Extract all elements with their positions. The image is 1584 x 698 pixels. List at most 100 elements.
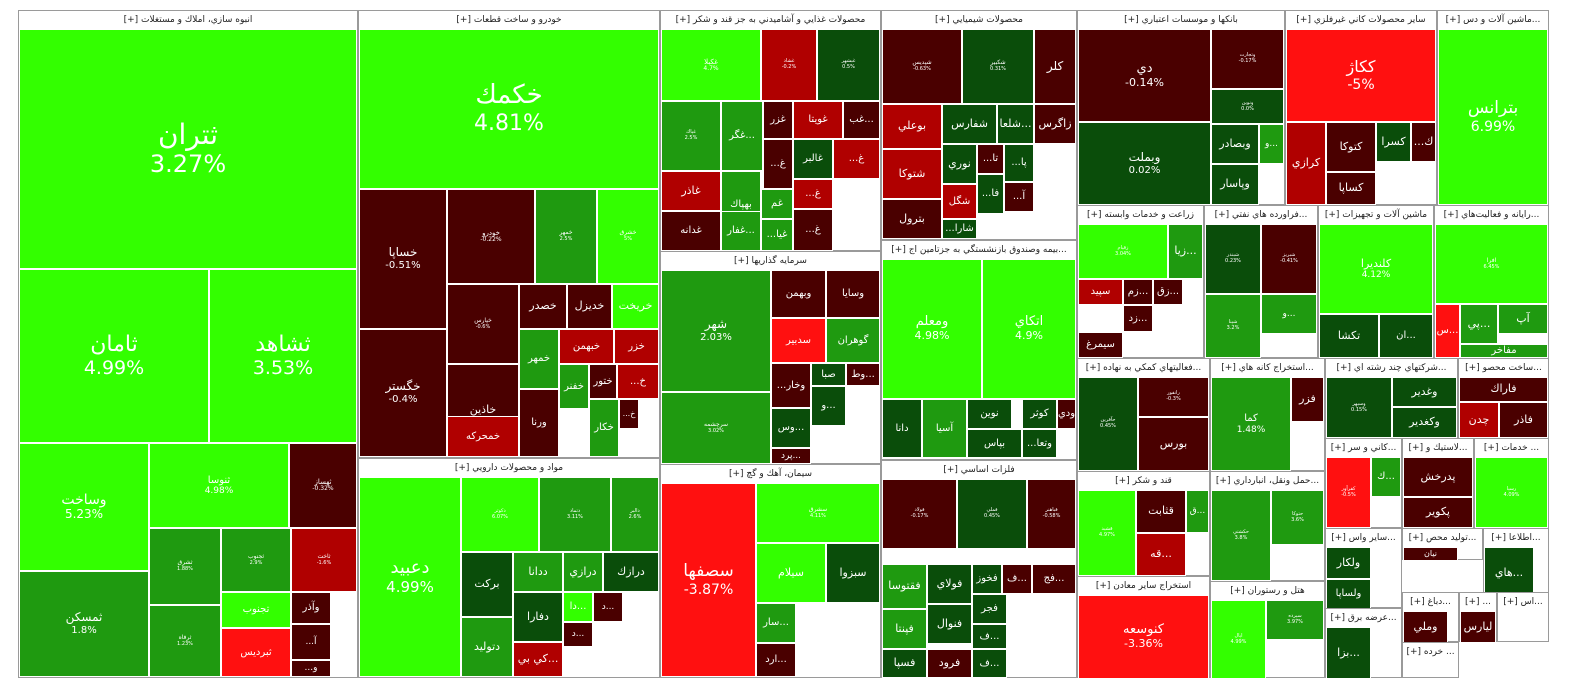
stock-tile[interactable]: غزر: [763, 101, 793, 139]
stock-tile[interactable]: ...وس: [771, 408, 811, 448]
stock-tile[interactable]: شپديس -0.63%: [882, 29, 962, 104]
stock-tile[interactable]: خپارس -0.6%: [447, 284, 519, 364]
stock-tile[interactable]: سدبير: [771, 318, 826, 363]
sector-header[interactable]: خودرو و ساخت قطعات [+]: [359, 11, 659, 29]
stock-tile[interactable]: دكوثر 6.07%: [461, 477, 539, 552]
stock-tile[interactable]: بترول: [882, 199, 942, 239]
stock-tile[interactable]: ...ك: [1371, 457, 1401, 497]
stock-tile[interactable]: غ...: [833, 139, 880, 179]
stock-tile[interactable]: خصدر: [519, 284, 567, 329]
stock-tile[interactable]: شهر 2.03%: [661, 270, 771, 392]
stock-tile[interactable]: ...هاي: [1484, 547, 1534, 599]
stock-tile[interactable]: وسايا: [826, 270, 880, 318]
stock-tile[interactable]: زقيام 3.04%: [1078, 224, 1168, 279]
stock-tile[interactable]: شپنا 3.2%: [1205, 294, 1261, 358]
stock-tile[interactable]: ددانا: [513, 552, 563, 592]
stock-tile[interactable]: ولساپا: [1326, 579, 1371, 609]
stock-tile[interactable]: سبزوا: [826, 543, 880, 603]
sector-header[interactable]: ...اس [+]: [1498, 593, 1548, 611]
stock-tile[interactable]: فجر: [972, 594, 1007, 624]
stock-tile[interactable]: خمهر 2.5%: [535, 189, 597, 284]
stock-tile[interactable]: فا...: [977, 174, 1004, 214]
stock-tile[interactable]: ثاخت -1.6%: [291, 528, 357, 592]
stock-tile[interactable]: ...ارد: [756, 643, 796, 677]
stock-tile[interactable]: ختور: [589, 364, 617, 399]
stock-tile[interactable]: دتوليد: [461, 617, 513, 677]
stock-tile[interactable]: دانا: [882, 399, 922, 458]
stock-tile[interactable]: وبملت 0.02%: [1078, 122, 1211, 205]
stock-tile[interactable]: خبهمن: [559, 329, 614, 364]
stock-tile[interactable]: نوري: [942, 144, 977, 184]
stock-tile[interactable]: مفاخر: [1460, 344, 1548, 358]
stock-tile[interactable]: ...زم: [1123, 279, 1153, 305]
stock-tile[interactable]: حكشتي 3.8%: [1211, 490, 1271, 581]
stock-tile[interactable]: شفارس: [942, 104, 997, 144]
stock-tile[interactable]: حتوكا 3.6%: [1271, 490, 1324, 545]
stock-tile[interactable]: غبشهر 0.5%: [817, 29, 880, 101]
sector-header[interactable]: ... [+]: [1460, 593, 1496, 611]
stock-tile[interactable]: ...ف: [1002, 564, 1032, 594]
stock-tile[interactable]: ...و: [1259, 124, 1284, 164]
stock-tile[interactable]: ...د: [563, 622, 593, 647]
stock-tile[interactable]: وتجارت -0.17%: [1211, 29, 1284, 89]
stock-tile[interactable]: ...وط: [846, 363, 880, 386]
stock-tile[interactable]: غيا...: [761, 219, 793, 251]
stock-tile[interactable]: سيلام: [756, 543, 826, 603]
stock-tile[interactable]: بورس: [1138, 417, 1209, 471]
stock-tile[interactable]: خمهر: [519, 329, 559, 389]
stock-tile[interactable]: ...ف: [972, 624, 1007, 649]
sector-header[interactable]: ...فراورده هاي نفتي [+]: [1205, 206, 1317, 224]
stock-tile[interactable]: ورنا: [519, 389, 559, 457]
stock-tile[interactable]: ...ف: [972, 649, 1007, 678]
stock-tile[interactable]: ...و: [811, 386, 846, 426]
stock-tile[interactable]: سيمرغ: [1078, 332, 1123, 358]
stock-tile[interactable]: ثهساز -0.32%: [289, 443, 357, 528]
stock-tile[interactable]: تا...: [977, 144, 1004, 174]
stock-tile[interactable]: ولكار: [1326, 547, 1371, 579]
sector-header[interactable]: ...اطلاعا [+]: [1484, 529, 1548, 547]
sector-header[interactable]: ...توليد محص [+]: [1403, 529, 1482, 547]
stock-tile[interactable]: نوين: [967, 399, 1012, 429]
stock-tile[interactable]: غم: [761, 189, 793, 219]
stock-tile[interactable]: فاذر: [1499, 402, 1548, 438]
stock-tile[interactable]: فولاد -0.17%: [882, 479, 957, 549]
stock-tile[interactable]: شبندر 0.23%: [1205, 224, 1261, 294]
sector-header[interactable]: ...شركتهاي چند رشته اي [+]: [1326, 359, 1457, 377]
stock-tile[interactable]: پكوير: [1403, 497, 1473, 528]
stock-tile[interactable]: زاگرس: [1034, 104, 1076, 144]
stock-tile[interactable]: شتوكا: [882, 149, 942, 199]
stock-tile[interactable]: دي -0.14%: [1078, 29, 1211, 122]
stock-tile[interactable]: ...پرد: [771, 448, 811, 464]
sector-header[interactable]: بانكها و موسسات اعتباري [+]: [1078, 11, 1284, 29]
sector-header[interactable]: ...استخراج كانه هاي [+]: [1211, 359, 1324, 377]
stock-tile[interactable]: درازك: [603, 552, 659, 592]
stock-tile[interactable]: كلر: [1034, 29, 1076, 104]
stock-tile[interactable]: بترانس 6.99%: [1438, 29, 1548, 205]
stock-tile[interactable]: ثبرديس: [221, 628, 291, 677]
stock-tile[interactable]: كسرا: [1376, 122, 1411, 162]
stock-tile[interactable]: شبريز -0.41%: [1261, 224, 1317, 294]
stock-tile[interactable]: كنوسعه -3.36%: [1078, 595, 1209, 679]
sector-header[interactable]: ...عرضه برق [+]: [1326, 609, 1401, 627]
stock-tile[interactable]: ونوين 0.0%: [1211, 89, 1284, 124]
sector-header[interactable]: ...ماشين آلات و دس [+]: [1438, 11, 1548, 29]
stock-tile[interactable]: خديزل: [567, 284, 612, 329]
stock-tile[interactable]: چدن: [1459, 402, 1499, 438]
stock-tile[interactable]: فزر: [1291, 377, 1324, 422]
stock-tile[interactable]: خگستر -0.4%: [359, 329, 447, 457]
stock-tile[interactable]: صبا: [811, 363, 846, 386]
stock-tile[interactable]: اتكاي 4.9%: [982, 259, 1076, 399]
stock-tile[interactable]: خمحركه: [447, 416, 519, 457]
stock-tile[interactable]: خودرو -0.22%: [447, 189, 535, 284]
stock-tile[interactable]: ككاژ -5%: [1286, 29, 1436, 122]
sector-header[interactable]: ...لاستيك و [+]: [1403, 439, 1473, 457]
stock-tile[interactable]: آ...: [1004, 182, 1034, 212]
stock-tile[interactable]: بپاس: [967, 429, 1022, 458]
stock-tile[interactable]: فنوال: [927, 604, 972, 644]
sector-header[interactable]: ...فعاليتهاي كمكي به نهاده [+]: [1078, 359, 1209, 377]
stock-tile[interactable]: ثمسكن 1.8%: [19, 571, 149, 677]
stock-tile[interactable]: غدانه: [661, 211, 721, 251]
stock-tile[interactable]: بوعلي: [882, 104, 942, 149]
stock-tile[interactable]: تجنوب: [221, 592, 291, 628]
stock-tile[interactable]: فرود: [927, 649, 972, 678]
